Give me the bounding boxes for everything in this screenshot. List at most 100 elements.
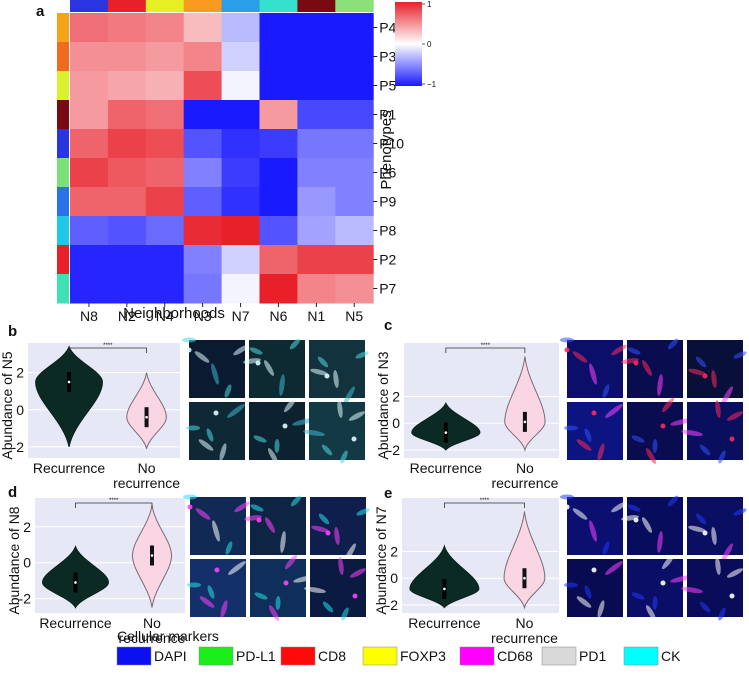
- row-color-P1: [57, 100, 69, 130]
- heatmap-cell-P9-N3: [183, 187, 223, 217]
- violin-median-c-1: [523, 420, 527, 424]
- col-color-N3: [183, 0, 223, 12]
- row-color-P6: [57, 158, 69, 188]
- micrograph-e-2: [621, 495, 683, 555]
- heatmap-cell-P6-N4: [145, 158, 185, 188]
- violin-e-no-recurrence: [503, 511, 546, 610]
- ytick-b-0: 2: [16, 365, 24, 381]
- heatmap-cell-P2-N1: [297, 245, 336, 275]
- colorbar-tick-bottom: −1: [427, 80, 437, 89]
- ytick-e-0: 2: [390, 543, 398, 559]
- micrograph-b-2: [243, 338, 305, 398]
- xtick-recurrence-d: Recurrence: [39, 615, 112, 631]
- row-color-P4: [57, 13, 69, 43]
- legend-swatch-dapi: [116, 646, 152, 666]
- heatmap-cell-P10-N3: [183, 129, 223, 159]
- micrograph-d-4: [187, 559, 246, 618]
- heatmap-cell-P8-N2: [107, 216, 147, 246]
- ytick-b-1: 0: [16, 402, 24, 418]
- violin-median-d-1: [150, 554, 154, 557]
- heatmap-cell-P5-N2: [107, 71, 147, 101]
- heatmap-cell-P8-N6: [259, 216, 298, 246]
- heatmap-row-labels: P4 P3 P5 P1 P10 P6 P9 P8 P2 P7: [373, 20, 404, 297]
- legend: Cellular markers DAPI PD-L1 CD8 FOXP3 CD68 PD…: [116, 628, 681, 666]
- signif-stars-d: ****: [109, 498, 119, 504]
- ytick-e-2: -2: [386, 597, 399, 613]
- heatmap-cell-P8-N7: [221, 216, 260, 246]
- heatmap-cell-P1-N5: [335, 100, 374, 130]
- heatmap-cell-P7-N7: [221, 274, 260, 304]
- violin-median-e-1: [523, 576, 526, 580]
- ytick-c-0: 2: [392, 388, 400, 404]
- heatmap-ylabel: Phenotypes: [378, 110, 395, 189]
- row-label-P2: P2: [379, 252, 396, 268]
- violin-median-b-0: [67, 380, 71, 384]
- micrograph-d-2: [244, 495, 306, 555]
- xtick-no-b: No: [138, 460, 156, 476]
- heatmap-cell-P8-N4: [145, 216, 185, 246]
- heatmap-cell-P2-N2: [107, 245, 147, 275]
- xtick-recurrence2-c: recurrence: [491, 475, 558, 491]
- heatmap-cell-P7-N8: [70, 274, 109, 304]
- heatmap-cell-P4-N6: [259, 13, 298, 43]
- violin-b-recurrence: [35, 345, 103, 447]
- heatmap-cell-P10-N6: [259, 129, 298, 159]
- violin-c-no-recurrence: [504, 356, 546, 452]
- heatmap-cell-P6-N6: [259, 158, 298, 188]
- heatmap-xlabel: Neighborhoods: [123, 305, 225, 322]
- heatmap-cell-P3-N1: [297, 42, 336, 72]
- col-color-N8: [70, 0, 109, 12]
- row-label-P10: P10: [379, 136, 404, 152]
- col-label-N1: N1: [307, 308, 325, 324]
- heatmap-cell-P1-N8: [70, 100, 109, 130]
- heatmap-cells: [70, 13, 374, 304]
- heatmap-cell-P10-N7: [221, 129, 260, 159]
- legend-label-foxp3: FOXP3: [400, 648, 446, 664]
- xtick-recurrence-c: Recurrence: [410, 460, 483, 476]
- heatmap-cell-P2-N8: [70, 245, 109, 275]
- ytick-d-1: 0: [23, 555, 31, 571]
- heatmap-cell-P2-N4: [145, 245, 185, 275]
- row-label-P5: P5: [379, 78, 396, 94]
- row-color-P3: [57, 42, 69, 72]
- col-label-N2: N2: [118, 308, 136, 324]
- heatmap-cell-P8-N5: [335, 216, 374, 246]
- row-label-P3: P3: [379, 49, 396, 65]
- violin-e-recurrence: [409, 544, 480, 609]
- legend-swatch-pd1: [541, 646, 577, 666]
- micrograph-b-3: [309, 340, 369, 406]
- col-label-N6: N6: [269, 308, 287, 324]
- heatmap-cell-P10-N4: [145, 129, 185, 159]
- micrograph-e-1: [560, 494, 627, 555]
- violin-median-e-0: [443, 587, 446, 591]
- ylabel-c: Abundance of N3: [375, 351, 391, 459]
- ylabel-e: Abundance of N7: [373, 506, 389, 614]
- micrograph-d-6: [304, 557, 367, 621]
- signif-stars-b: ****: [103, 343, 113, 349]
- xtick-recurrence2-e: recurrence: [491, 630, 558, 646]
- heatmap-cell-P8-N8: [70, 216, 109, 246]
- ytick-b-2: -2: [12, 439, 25, 455]
- heatmap-cell-P5-N8: [70, 71, 109, 101]
- heatmap-cell-P9-N1: [297, 187, 336, 217]
- signif-bracket-c: [445, 347, 526, 353]
- heatmap-cell-P9-N5: [335, 187, 374, 217]
- row-color-P10: [57, 129, 69, 159]
- xtick-recurrence2-d: recurrence: [119, 630, 186, 646]
- heatmap-cell-P4-N7: [221, 13, 260, 43]
- row-label-P1: P1: [379, 107, 396, 123]
- panel-a-label: a: [36, 3, 45, 20]
- ylabel-d: Abundance of N8: [6, 506, 22, 614]
- heatmap-cell-P5-N3: [183, 71, 223, 101]
- heatmap-cell-P5-N7: [221, 71, 260, 101]
- violin-median-c-0: [444, 431, 448, 434]
- col-color-N1: [297, 0, 336, 12]
- panel-e-label: e: [384, 485, 392, 502]
- legend-label-pd1: PD1: [579, 648, 606, 664]
- heatmap-cell-P9-N8: [70, 187, 109, 217]
- heatmap-cell-P4-N2: [107, 13, 147, 43]
- heatmap-cell-P5-N1: [297, 71, 336, 101]
